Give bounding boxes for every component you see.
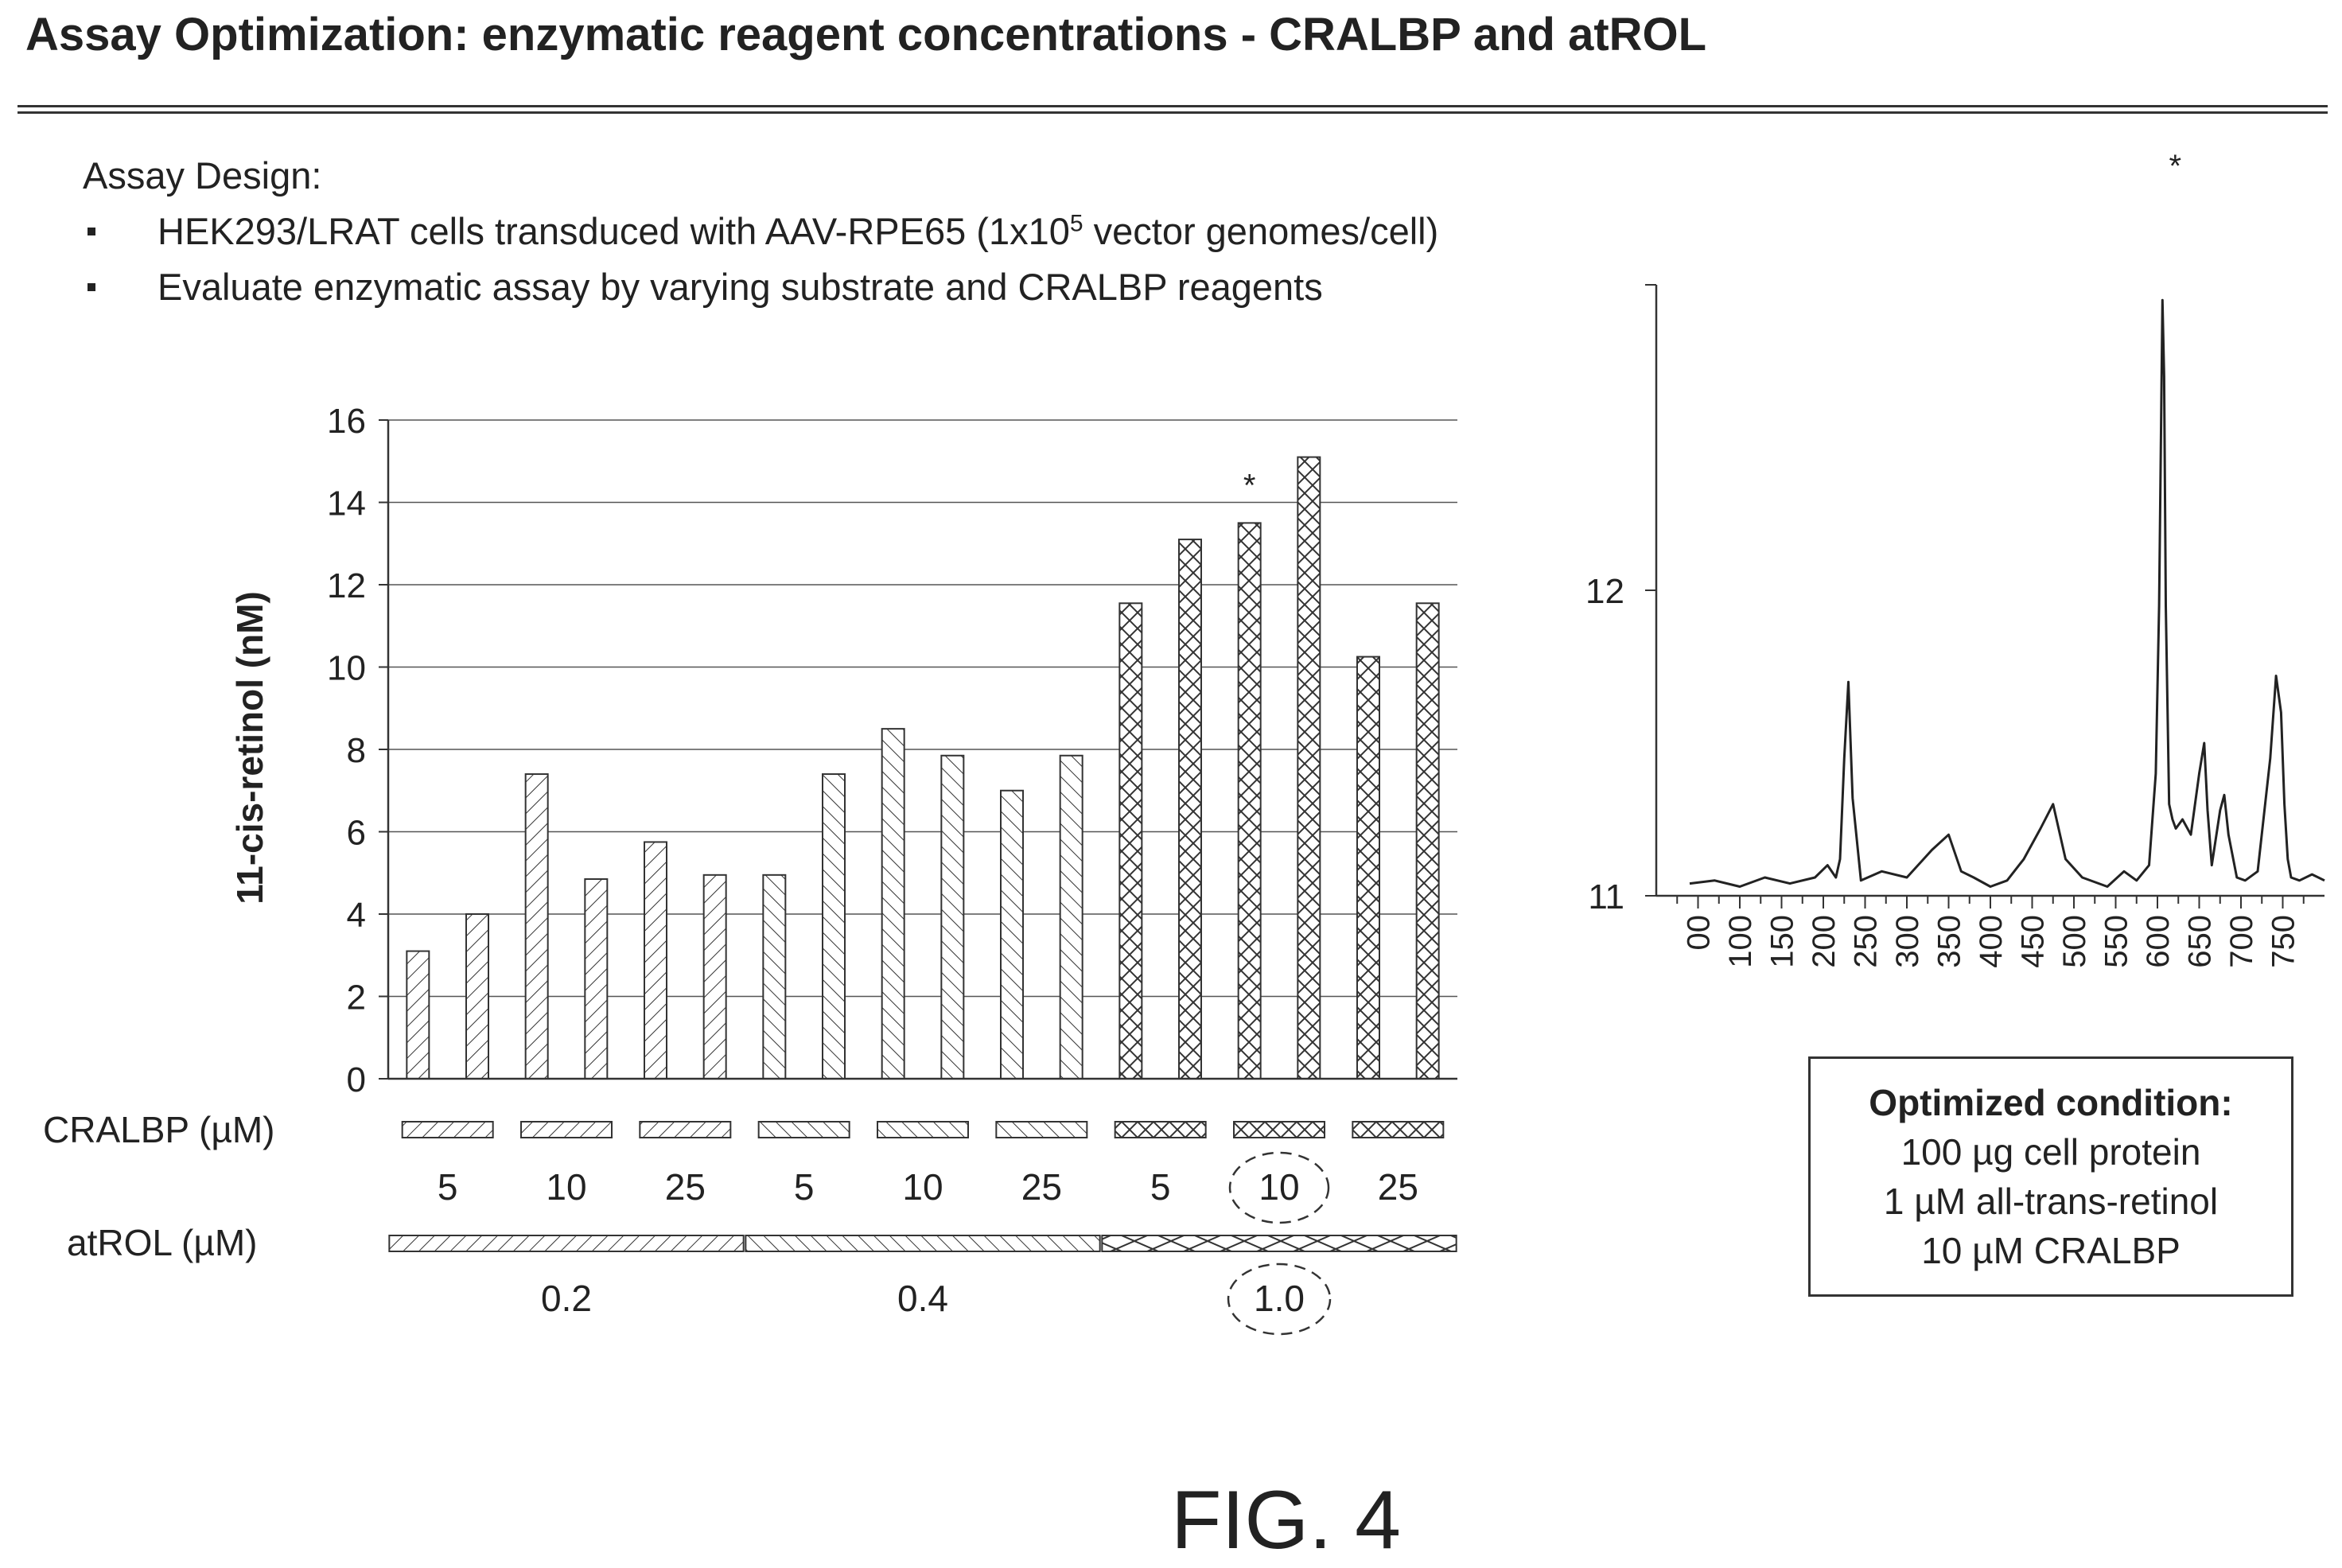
bar [584,878,609,1080]
chromatogram-x-tick-label: 400 [1974,915,2009,968]
bar [1059,754,1083,1080]
cralbp-swatch [520,1121,613,1138]
cralbp-value: 5 [1150,1166,1171,1208]
chromatogram-y-tick-label: 12 [1585,572,1624,611]
highlight-ellipse [1228,1151,1330,1224]
atrol-swatch [1101,1235,1457,1252]
cralbp-value: 10 [1259,1166,1299,1208]
bar [1000,789,1024,1080]
bar [1297,456,1321,1080]
y-tick-label: 8 [347,731,366,770]
chromatogram-x-tick-label: 750 [2266,915,2301,968]
cralbp-swatch [1352,1121,1445,1138]
bar [940,754,965,1080]
y-tick-label: 6 [347,814,366,853]
bar [1237,522,1262,1080]
y-tick-label: 4 [347,896,366,935]
cralbp-swatch [1233,1121,1325,1138]
chromatogram-x-tick-label: 150 [1765,915,1800,968]
y-tick-label: 0 [347,1060,366,1099]
bar [465,913,489,1080]
chromatogram-trace [1689,298,2325,888]
bullet-1-exponent: 5 [1069,210,1083,237]
chromatogram-chart: 11 12 00 100 150 200 250 300 350 400 450 500 550 600… [1585,149,2325,968]
title-rule-bottom [18,111,2328,114]
cralbp-value: 5 [438,1166,458,1208]
cralbp-label: CRALBP (µM) [43,1109,274,1150]
chromatogram-x-tick-label: 100 [1723,915,1758,968]
title-rule-top [18,105,2328,107]
chromatogram-x-tick-label: 250 [1849,915,1884,968]
assay-design: Assay Design: HEK293/LRAT cells transduc… [83,148,1438,315]
optimized-condition-line: 10 µM CRALBP [1921,1230,2181,1271]
peak-marker: * [2169,149,2182,184]
y-tick-label: 12 [327,566,366,605]
bullet-1-text: HEK293/LRAT cells transduced with AAV-RP… [158,210,1070,252]
chromatogram-x-tick-label: 550 [2099,915,2134,968]
page-title: Assay Optimization: enzymatic reagent co… [25,9,1707,60]
cralbp-swatch [757,1121,850,1138]
cralbp-value: 10 [902,1166,943,1208]
cralbp-swatch [995,1121,1088,1138]
cralbp-value: 25 [1378,1166,1418,1208]
bar [1178,539,1202,1080]
atrol-swatch [745,1235,1101,1252]
cralbp-value: 25 [1021,1166,1062,1208]
chromatogram-x-tick-label: 700 [2224,915,2259,968]
atrol-value: 0.4 [897,1278,948,1319]
cralbp-swatch [1114,1121,1207,1138]
figure-label: FIG. 4 [1171,1474,1401,1566]
chromatogram-x-tick-label: 300 [1890,915,1925,968]
optimized-condition-title: Optimized condition: [1869,1082,2233,1123]
chromatogram-x-tick-label: 650 [2183,915,2218,968]
chromatogram-x-tick-label: 350 [1932,915,1967,968]
atrol-value: 0.2 [541,1278,592,1319]
bar [1118,602,1143,1080]
cralbp-swatch [877,1121,969,1138]
optimized-condition-box: Optimized condition: 100 µg cell protein… [1808,1056,2293,1297]
chromatogram-x-tick-label: 450 [2016,915,2051,968]
highlight-ellipse [1227,1263,1332,1336]
atrol-value: 1.0 [1254,1278,1305,1319]
chromatogram-x-tick-label: 600 [2141,915,2176,968]
optimized-condition-line: 100 µg cell protein [1900,1131,2201,1173]
optimized-condition-line: 1 µM all-trans-retinol [1883,1181,2219,1222]
assay-design-heading: Assay Design: [83,154,322,196]
assay-design-bullet-1: HEK293/LRAT cells transduced with AAV-RP… [83,204,1438,259]
bar [822,773,846,1080]
cralbp-swatch [401,1121,494,1138]
chromatogram-x-tick-label: 500 [2057,915,2092,968]
y-tick-label: 10 [327,649,366,688]
assay-design-bullet-2: Evaluate enzymatic assay by varying subs… [83,259,1438,315]
chromatogram-x-tick-label: 200 [1807,915,1842,968]
bullet-1-text-end: vector genomes/cell) [1083,210,1439,252]
cralbp-value: 10 [546,1166,586,1208]
y-tick-label: 14 [327,484,366,523]
y-tick-label: 2 [347,979,366,1017]
chromatogram-y-tick-label: 11 [1588,877,1624,916]
y-axis-label: 11-cis-retinol (nM) [229,591,270,905]
bar-chart: 0 2 4 6 8 10 12 14 16 11-cis-retinol (nM) * CRAL… [43,402,1457,1336]
bar [1415,602,1440,1080]
cralbp-swatch [639,1121,732,1138]
cralbp-value: 25 [665,1166,706,1208]
chromatogram-x-tick-label: 00 [1682,915,1717,951]
bar [644,841,667,1080]
atrol-label: atROL (µM) [67,1222,257,1263]
bar [702,873,727,1080]
bar [1356,656,1380,1080]
atrol-swatch [388,1235,745,1252]
significance-marker: * [1243,468,1256,503]
y-tick-label: 16 [327,402,366,441]
cralbp-value: 5 [794,1166,815,1208]
